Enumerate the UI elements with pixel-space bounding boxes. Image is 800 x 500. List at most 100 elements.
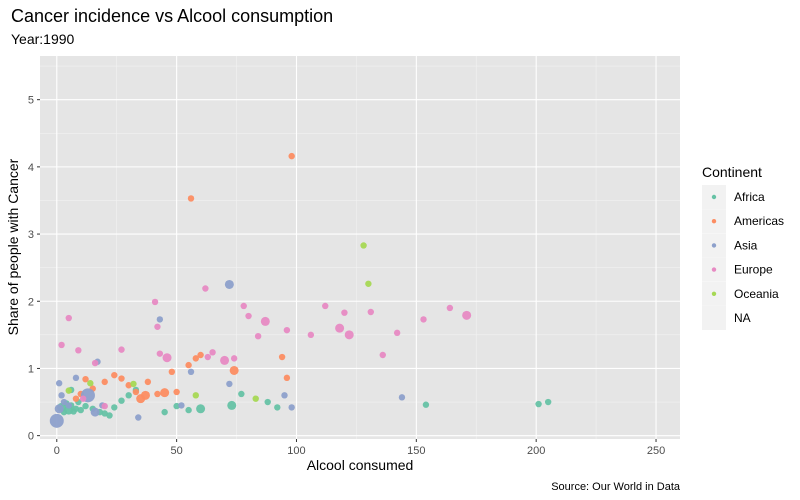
point-oceania xyxy=(360,242,367,249)
point-europe xyxy=(260,316,270,326)
point-europe xyxy=(393,329,401,337)
point-europe xyxy=(283,326,291,334)
point-africa xyxy=(173,402,180,410)
point-africa xyxy=(196,404,206,414)
point-africa xyxy=(264,398,271,406)
point-oceania xyxy=(252,395,259,402)
legend-swatch xyxy=(711,194,717,200)
legend-label: NA xyxy=(734,311,751,325)
point-americas xyxy=(101,378,108,386)
point-europe xyxy=(230,355,238,362)
point-europe xyxy=(341,309,348,316)
point-europe xyxy=(156,350,164,357)
point-americas xyxy=(278,353,286,361)
x-tick-label: 150 xyxy=(407,445,425,457)
x-tick-label: 250 xyxy=(647,445,665,457)
point-europe xyxy=(75,347,82,354)
y-tick-label: 2 xyxy=(28,296,34,308)
point-americas xyxy=(197,351,204,359)
point-europe xyxy=(79,395,87,402)
point-africa xyxy=(106,412,113,419)
legend-label: Oceania xyxy=(734,287,779,301)
x-axis-title: Alcool consumed xyxy=(307,457,414,473)
point-europe xyxy=(379,351,386,359)
point-americas xyxy=(229,365,239,375)
point-americas xyxy=(140,390,150,400)
point-africa xyxy=(118,397,125,404)
point-europe xyxy=(209,349,216,356)
y-tick-label: 1 xyxy=(28,363,34,375)
point-europe xyxy=(91,359,99,367)
point-asia xyxy=(398,394,406,401)
point-europe xyxy=(154,323,161,330)
point-asia xyxy=(58,392,65,399)
point-asia xyxy=(288,404,295,411)
point-americas xyxy=(144,378,152,386)
point-americas xyxy=(154,390,161,398)
point-asia xyxy=(60,398,68,406)
x-tick-label: 50 xyxy=(171,445,183,457)
point-africa xyxy=(227,400,237,410)
legend-swatch xyxy=(711,243,717,248)
point-americas xyxy=(125,382,132,389)
point-oceania xyxy=(365,280,372,287)
x-tick-label: 200 xyxy=(527,445,545,457)
legend-label: Europe xyxy=(734,263,773,277)
point-oceania xyxy=(130,380,137,388)
point-americas xyxy=(192,355,200,362)
x-tick-label: 0 xyxy=(54,445,60,457)
point-asia xyxy=(65,402,72,409)
chart-subtitle: Year:1990 xyxy=(11,31,75,47)
point-europe xyxy=(344,330,354,340)
point-oceania xyxy=(87,380,94,387)
point-europe xyxy=(118,346,125,353)
grid-minor xyxy=(40,56,680,439)
point-africa xyxy=(274,404,281,411)
point-asia xyxy=(281,392,288,399)
data-points xyxy=(49,152,552,428)
legend-swatch xyxy=(711,291,717,296)
x-axis-ticks: 0 50 100 150 200 250 xyxy=(54,439,665,457)
y-tick-label: 4 xyxy=(28,162,34,174)
point-europe xyxy=(65,314,72,322)
point-asia xyxy=(135,414,142,421)
y-axis-title: Share of people with Cancer xyxy=(5,158,21,335)
point-asia xyxy=(224,279,234,289)
point-asia xyxy=(49,413,64,428)
point-europe xyxy=(420,316,427,323)
y-axis-ticks: 0 1 2 3 4 5 xyxy=(28,95,40,443)
point-africa xyxy=(535,400,542,408)
point-africa xyxy=(77,406,84,414)
point-asia xyxy=(90,407,100,417)
point-europe xyxy=(151,298,159,306)
point-oceania xyxy=(192,392,200,399)
chart-title: Cancer incidence vs Alcool consumption xyxy=(11,6,333,26)
point-europe xyxy=(254,332,262,340)
caption: Source: Our World in Data xyxy=(551,481,681,493)
point-europe xyxy=(446,304,454,312)
point-africa xyxy=(422,401,430,408)
point-europe xyxy=(462,310,472,320)
point-europe xyxy=(307,331,315,339)
point-americas xyxy=(187,195,195,202)
grid-major xyxy=(40,56,680,439)
point-asia xyxy=(156,316,164,323)
legend-label: Africa xyxy=(734,190,765,204)
point-americas xyxy=(72,395,80,402)
point-africa xyxy=(125,392,132,399)
point-africa xyxy=(111,404,118,411)
point-europe xyxy=(322,302,329,310)
point-africa xyxy=(161,408,168,416)
point-europe xyxy=(162,353,172,363)
point-americas xyxy=(160,388,170,398)
legend-label: Asia xyxy=(734,238,758,252)
point-americas xyxy=(118,375,125,382)
legend-swatch xyxy=(711,219,717,224)
point-africa xyxy=(185,406,192,414)
point-asia xyxy=(54,404,64,414)
point-americas xyxy=(132,388,140,396)
legend-label: Americas xyxy=(734,214,784,228)
point-africa xyxy=(82,402,89,410)
y-tick-label: 3 xyxy=(28,229,34,241)
point-asia xyxy=(55,380,63,387)
